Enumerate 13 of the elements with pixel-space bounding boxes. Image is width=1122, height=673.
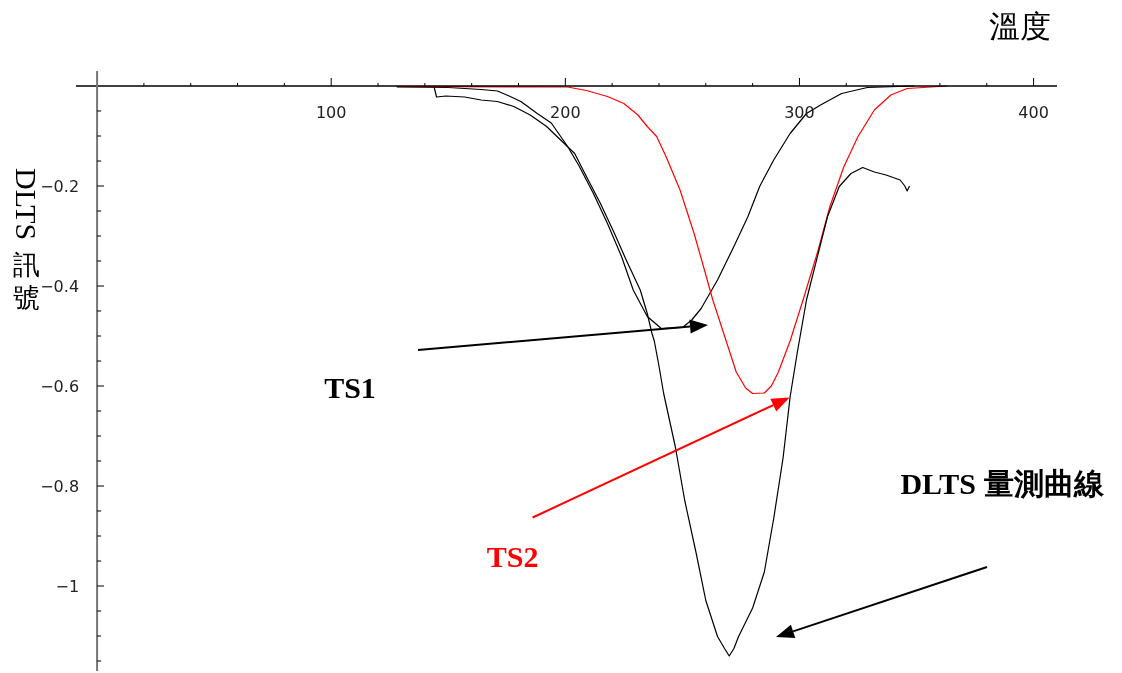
x-tick-label: 200 <box>550 103 581 122</box>
y-axis-title: DLTS 訊號 <box>10 168 43 314</box>
annotation: TS1 <box>324 371 376 404</box>
x-tick-label: 100 <box>315 103 347 122</box>
y-tick-label: −0.4 <box>40 276 80 296</box>
text: TS2 <box>486 539 539 573</box>
annotation: DLTS 量測曲線 <box>900 467 1105 500</box>
x-axis-title: 溫度 <box>989 8 1051 46</box>
y-tick-label: −0.6 <box>40 376 80 396</box>
y-tick-label: −0.2 <box>40 176 80 196</box>
y-tick-label: −0.8 <box>40 476 80 496</box>
y-tick-label: −1 <box>55 576 80 596</box>
x-tick-label: 400 <box>1018 103 1049 122</box>
